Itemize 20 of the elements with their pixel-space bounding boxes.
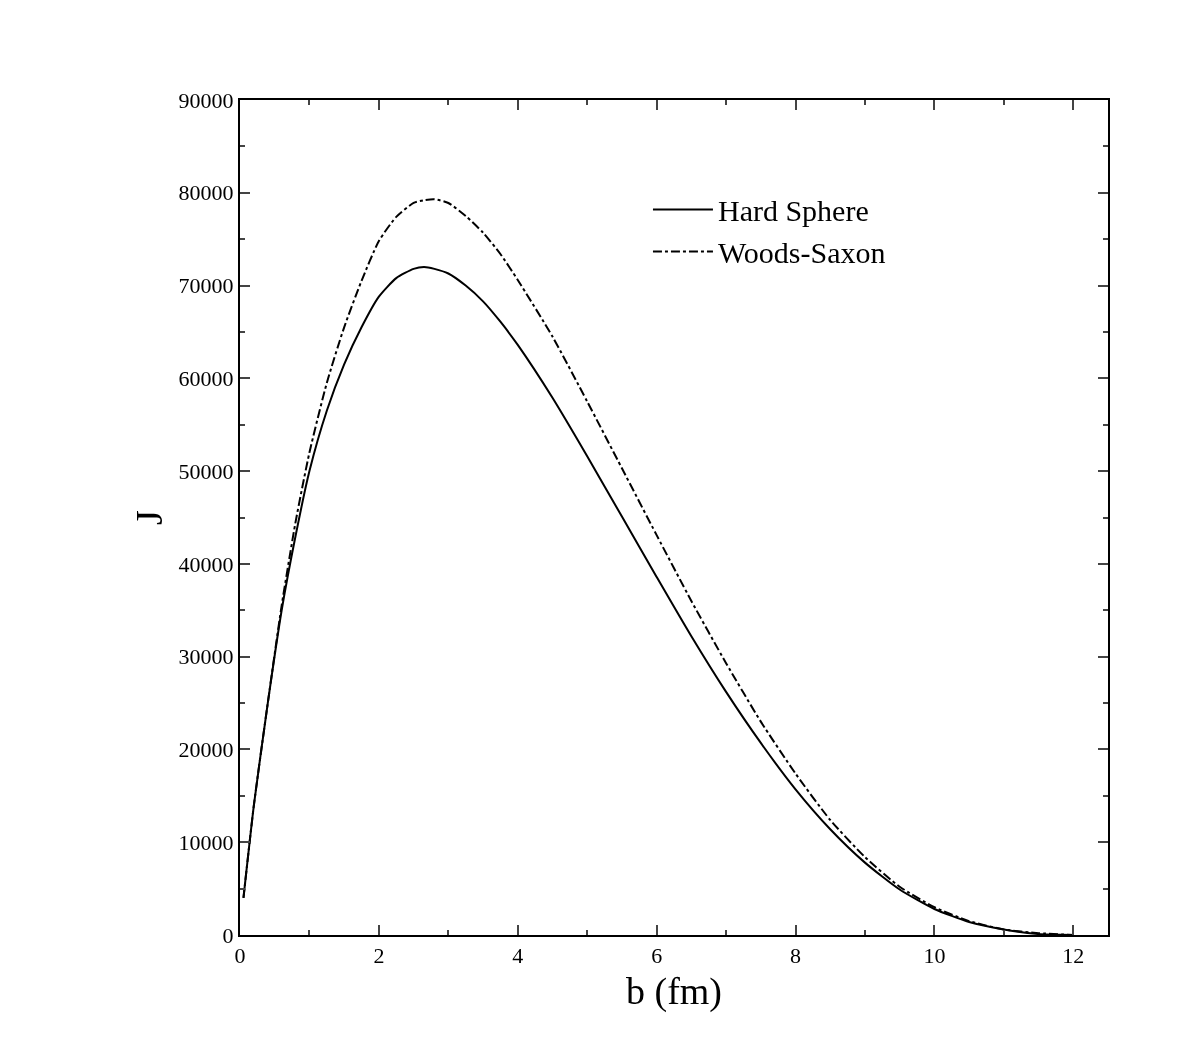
x-tick-label: 12 xyxy=(1062,943,1085,969)
x-axis-title: b (fm) xyxy=(625,970,723,1013)
y-tick-label: 50000 xyxy=(178,458,234,484)
y-tick-label: 10000 xyxy=(178,829,234,855)
x-tick-label: 8 xyxy=(790,943,802,969)
legend-label: Woods-Saxon xyxy=(717,236,886,270)
x-tick-label: 2 xyxy=(373,943,385,969)
y-tick-label: 70000 xyxy=(178,273,234,299)
y-tick-label: 20000 xyxy=(178,737,234,763)
y-tick-label: 60000 xyxy=(178,366,234,392)
y-tick-label: 40000 xyxy=(178,551,234,577)
legend-label: Hard Sphere xyxy=(717,194,869,228)
x-tick-label: 6 xyxy=(651,943,663,969)
y-tick-label: 90000 xyxy=(178,87,234,113)
y-tick-label: 80000 xyxy=(178,180,234,206)
x-tick-label: 4 xyxy=(512,943,524,969)
y-tick-label: 30000 xyxy=(178,644,234,670)
y-tick-label: 0 xyxy=(222,922,234,948)
x-tick-label: 10 xyxy=(923,943,946,969)
y-axis-title: J xyxy=(128,510,171,525)
